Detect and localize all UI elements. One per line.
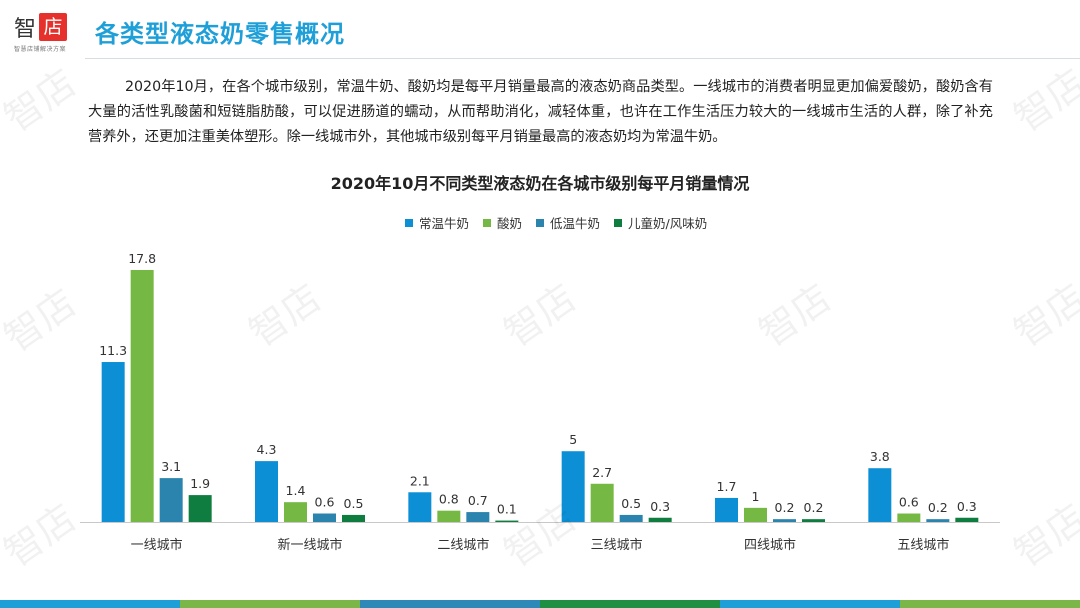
data-label: 0.5 <box>621 496 641 511</box>
brand-logo: 智 店 智慧店铺解决方案 <box>12 12 78 56</box>
bar <box>802 519 825 522</box>
bar <box>648 517 672 522</box>
x-tick-label: 三线城市 <box>591 537 643 553</box>
bar <box>955 517 979 522</box>
footer-segment <box>900 600 1080 608</box>
legend-item-ambient-milk: 常温牛奶 <box>405 213 469 232</box>
bar <box>715 497 738 522</box>
bar <box>255 461 278 522</box>
legend-swatch <box>405 218 413 227</box>
logo-subtitle: 智慧店铺解决方案 <box>14 46 67 53</box>
bar <box>561 451 585 522</box>
bar <box>437 510 461 522</box>
x-tick-label: 新一线城市 <box>277 537 342 553</box>
footer-segment <box>720 600 900 608</box>
legend-label: 常温牛奶 <box>419 216 470 231</box>
x-tick-label: 四线城市 <box>744 537 796 553</box>
footer-color-bar <box>0 600 1080 608</box>
bar <box>744 507 767 522</box>
bar <box>313 513 336 522</box>
x-tick-label: 二线城市 <box>437 537 489 553</box>
bar <box>495 520 519 522</box>
legend-swatch <box>483 218 492 227</box>
legend-item-kids-flavored-milk: 儿童奶/风味奶 <box>614 213 707 232</box>
legend-item-chilled-milk: 低温牛奶 <box>536 213 600 232</box>
footer-segment <box>540 600 720 608</box>
data-label: 3.1 <box>161 459 181 474</box>
bar <box>773 519 796 522</box>
data-label: 0.2 <box>775 500 795 515</box>
data-label: 3.8 <box>870 449 890 464</box>
footer-segment <box>360 600 540 608</box>
data-label: 17.8 <box>128 251 156 266</box>
data-label: 0.2 <box>928 500 948 515</box>
bar <box>408 492 432 522</box>
data-label: 0.5 <box>344 496 364 511</box>
bar <box>101 362 125 522</box>
summary-paragraph: 2020年10月，在各个城市级别，常温牛奶、酸奶均是每平月销量最高的液态奶商品类… <box>88 79 993 145</box>
legend-label: 儿童奶/风味奶 <box>628 216 708 231</box>
bar <box>159 478 183 522</box>
chart-title: 2020年10月不同类型液态奶在各城市级别每平月销量情况 <box>330 174 750 193</box>
bar <box>188 495 212 522</box>
bar <box>284 502 307 522</box>
data-label: 2.1 <box>410 473 430 488</box>
data-label: 1 <box>752 489 760 504</box>
bar <box>868 468 892 522</box>
legend-label: 低温牛奶 <box>550 216 601 231</box>
bar <box>590 483 614 522</box>
data-label: 1.7 <box>717 479 737 494</box>
data-label: 0.6 <box>315 495 335 510</box>
footer-segment <box>180 600 360 608</box>
data-label: 1.4 <box>286 483 306 498</box>
bar <box>342 514 365 522</box>
data-label: 0.7 <box>468 493 488 508</box>
data-label: 1.9 <box>190 476 210 491</box>
legend-swatch <box>614 218 623 227</box>
data-label: 5 <box>569 432 577 447</box>
data-label: 0.6 <box>899 495 919 510</box>
bar <box>897 513 921 522</box>
footer-segment <box>0 600 180 608</box>
data-label: 11.3 <box>99 343 127 358</box>
legend-swatch <box>536 218 545 227</box>
bar <box>619 514 643 522</box>
data-label: 0.8 <box>439 492 459 507</box>
header-divider <box>85 58 1080 59</box>
data-label: 0.2 <box>804 500 824 515</box>
chart-legend: 常温牛奶 酸奶 低温牛奶 儿童奶/风味奶 <box>405 213 721 232</box>
bar <box>926 519 950 522</box>
logo-text-zhi: 智 <box>14 17 37 42</box>
legend-label: 酸奶 <box>497 216 523 231</box>
bar <box>466 512 490 522</box>
page-title: 各类型液态奶零售概况 <box>95 20 345 48</box>
legend-item-yogurt: 酸奶 <box>483 213 522 232</box>
x-tick-label: 一线城市 <box>131 537 183 553</box>
data-label: 2.7 <box>592 465 612 480</box>
x-tick-label: 五线城市 <box>897 537 949 553</box>
data-label: 4.3 <box>257 442 277 457</box>
data-label: 0.3 <box>650 499 670 514</box>
data-label: 0.3 <box>957 499 977 514</box>
data-label: 0.1 <box>497 502 517 517</box>
bar <box>130 270 154 522</box>
logo-text-dian: 店 <box>39 13 68 41</box>
